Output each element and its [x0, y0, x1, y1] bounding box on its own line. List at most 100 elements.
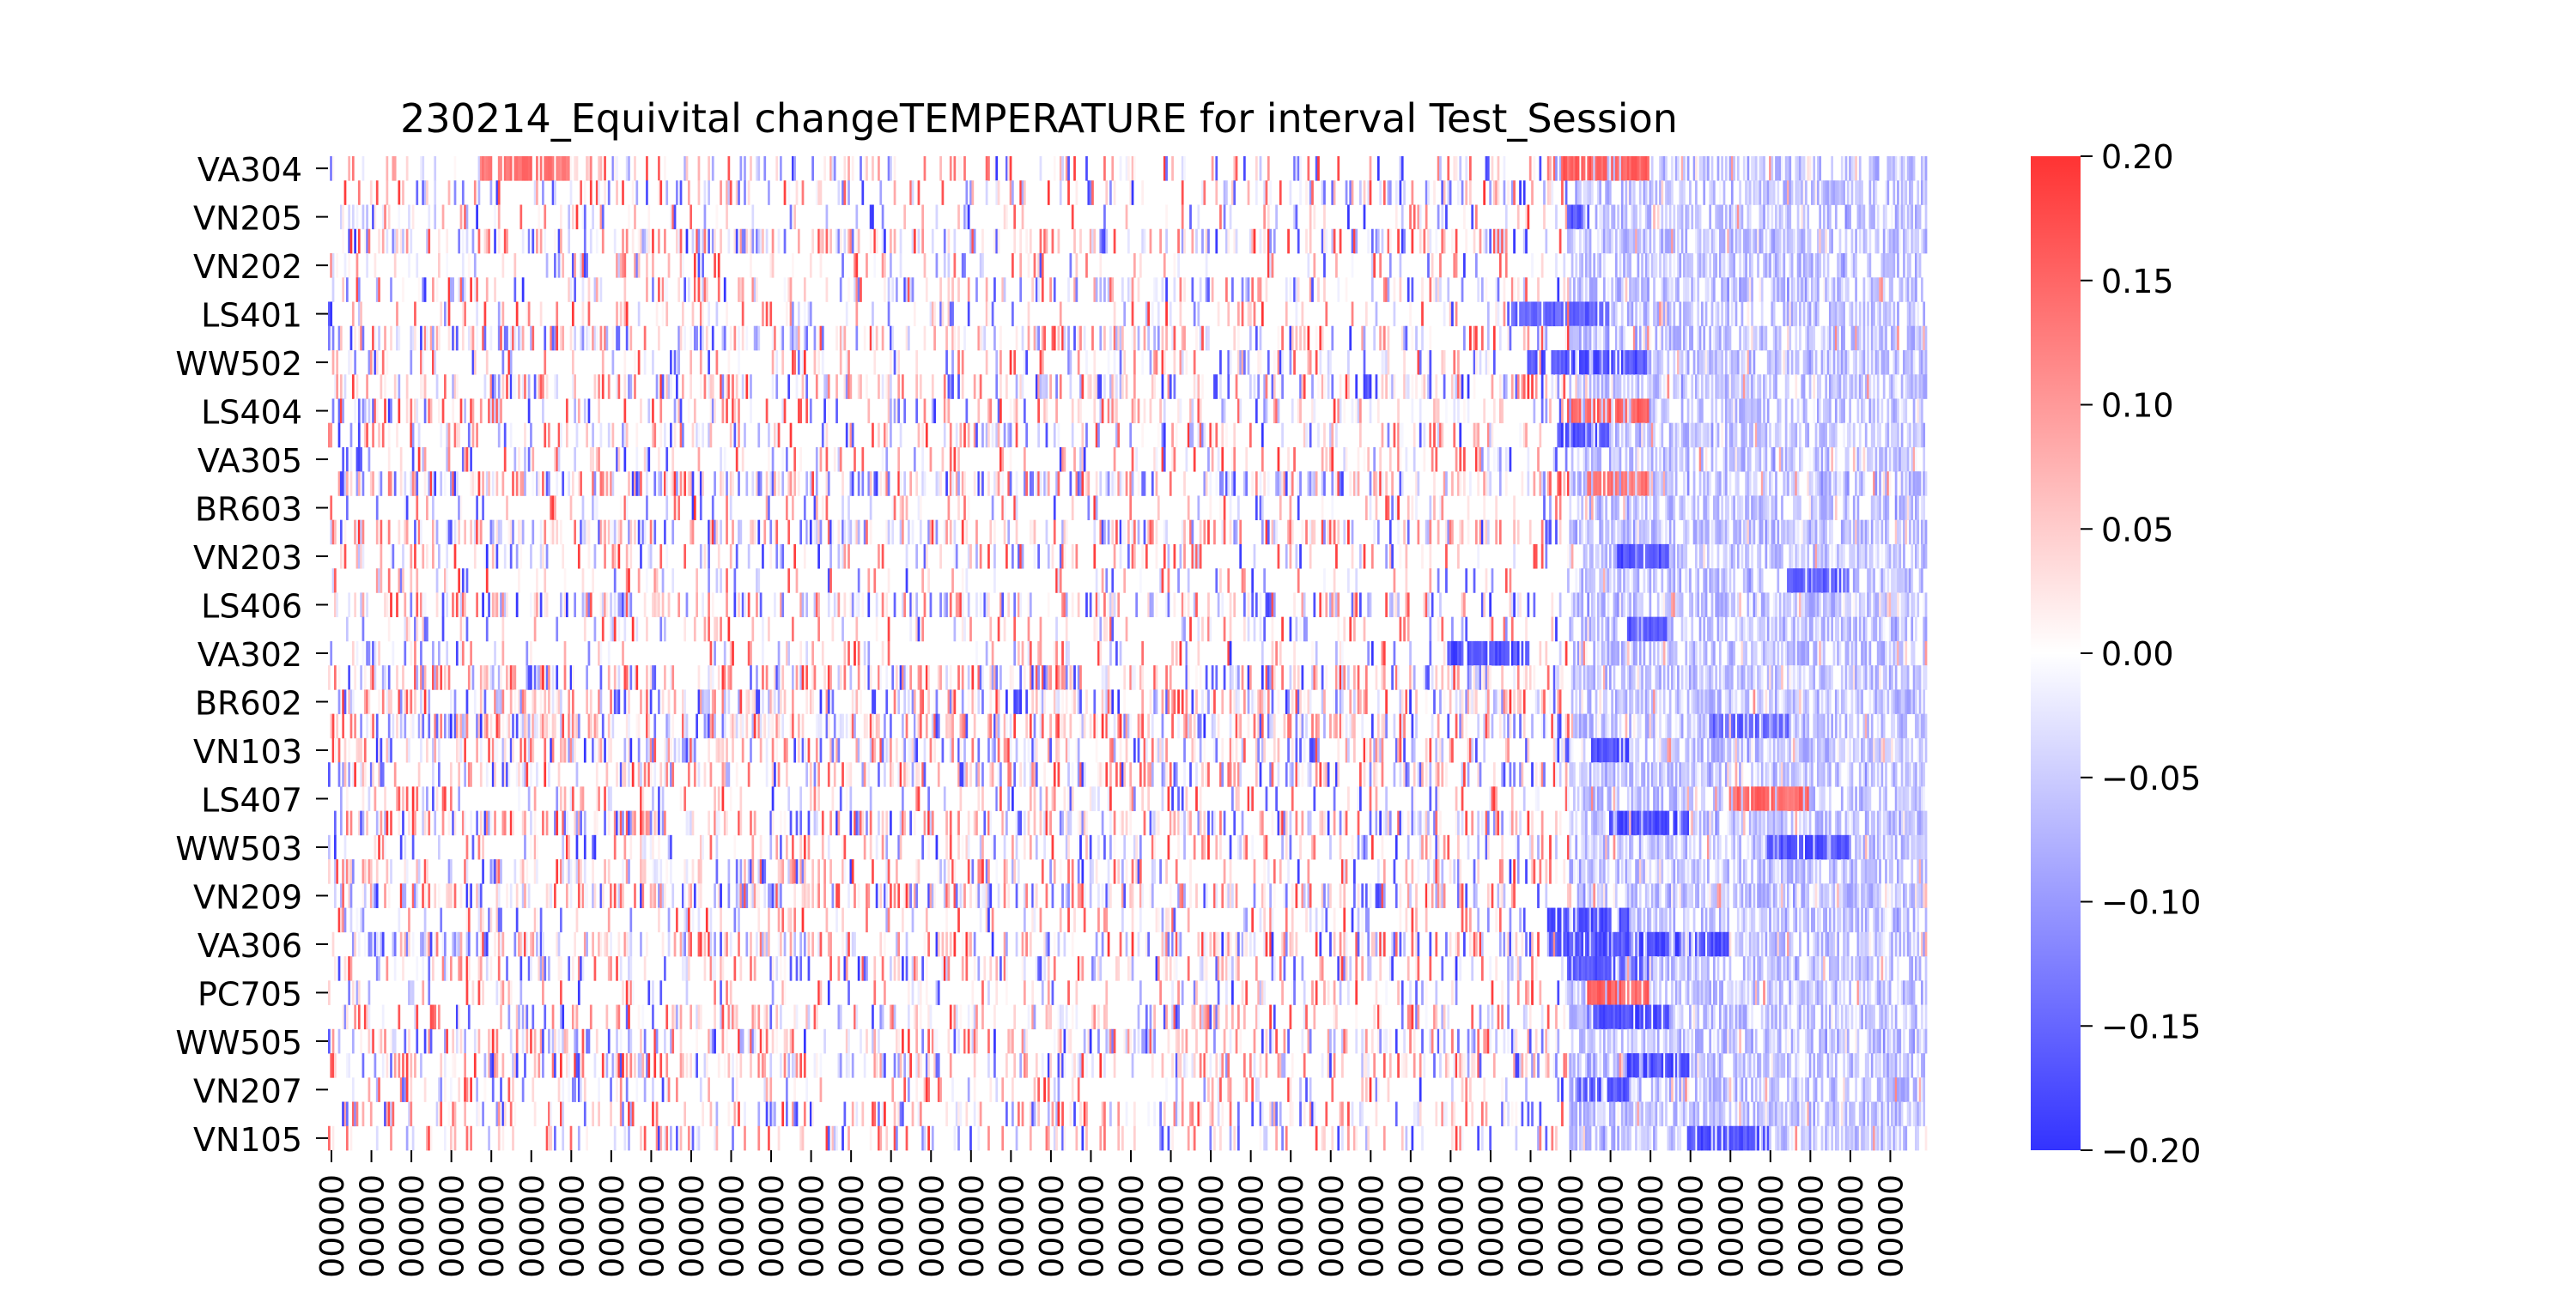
heatmap-cell: [1754, 325, 1758, 351]
heatmap-cell: [1870, 495, 1874, 521]
heatmap-cell: [1706, 422, 1710, 448]
heatmap-cell: [1579, 180, 1582, 205]
heatmap-cell: [1733, 543, 1735, 569]
heatmap-cell: [1491, 422, 1494, 448]
heatmap-cell: [848, 374, 850, 399]
heatmap-cell: [1067, 277, 1070, 302]
heatmap-cell: [458, 277, 461, 302]
heatmap-cell: [568, 277, 571, 302]
heatmap-cell: [1596, 471, 1600, 496]
heatmap-cell: [729, 422, 732, 448]
heatmap-cell: [1906, 349, 1910, 375]
heatmap-cell: [795, 180, 799, 205]
heatmap-cell: [1367, 228, 1370, 254]
heatmap-cell: [1099, 277, 1103, 302]
heatmap-cell: [658, 325, 660, 351]
heatmap-cell: [1655, 252, 1658, 278]
heatmap-cell: [1025, 349, 1029, 375]
heatmap-cell: [629, 374, 633, 399]
heatmap-cell: [1893, 156, 1896, 181]
heatmap-cell: [1891, 422, 1893, 448]
heatmap-cell: [933, 398, 936, 424]
heatmap-cell: [1629, 252, 1631, 278]
heatmap-cell: [1727, 398, 1729, 424]
heatmap-cell: [1527, 325, 1530, 351]
heatmap-cell: [1425, 204, 1428, 230]
heatmap-cell: [1673, 495, 1676, 521]
heatmap-cell: [532, 519, 535, 545]
heatmap-cell: [625, 325, 629, 351]
heatmap-cell: [1765, 471, 1768, 496]
heatmap-cell: [1837, 325, 1839, 351]
heatmap-cell: [1626, 519, 1630, 545]
heatmap-cell: [1650, 252, 1654, 278]
heatmap-cell: [709, 398, 713, 424]
heatmap-cell: [1197, 543, 1200, 569]
heatmap-cell: [1133, 349, 1136, 375]
heatmap-cell: [1229, 349, 1232, 375]
heatmap-cell: [1593, 446, 1596, 472]
heatmap-cell: [665, 495, 669, 521]
heatmap-cell: [1772, 228, 1776, 254]
heatmap-cell: [1721, 519, 1723, 545]
heatmap-cell: [550, 156, 553, 181]
heatmap-cell: [434, 156, 437, 181]
heatmap-cell: [1605, 422, 1607, 448]
heatmap-cell: [1504, 471, 1508, 496]
heatmap-cell: [1799, 325, 1801, 351]
heatmap-cell: [569, 325, 573, 351]
heatmap-cell: [1201, 180, 1204, 205]
heatmap-cell: [1577, 156, 1580, 181]
heatmap-cell: [1721, 301, 1723, 327]
heatmap-cell: [1177, 228, 1180, 254]
heatmap-cell: [1413, 422, 1416, 448]
heatmap-cell: [1265, 180, 1268, 205]
heatmap-cell: [1637, 277, 1640, 302]
heatmap-cell: [945, 349, 948, 375]
heatmap-cell: [1730, 398, 1734, 424]
heatmap-cell: [1680, 204, 1684, 230]
heatmap-cell: [775, 374, 779, 399]
heatmap-cell: [951, 374, 954, 399]
heatmap-cell: [489, 325, 493, 351]
heatmap-cell: [1704, 422, 1708, 448]
heatmap-cell: [1924, 156, 1928, 181]
heatmap-cell: [1834, 204, 1838, 230]
heatmap-cell: [1820, 422, 1824, 448]
heatmap-cell: [1543, 495, 1546, 521]
heatmap-cell: [366, 228, 368, 254]
heatmap-cell: [1783, 180, 1786, 205]
heatmap-cell: [1085, 422, 1088, 448]
heatmap-cell: [1543, 349, 1546, 375]
heatmap-cell: [817, 543, 820, 569]
heatmap-cell: [726, 180, 728, 205]
heatmap-cell: [1602, 471, 1606, 496]
heatmap-cell: [1141, 543, 1145, 569]
heatmap-cell: [1912, 446, 1916, 472]
heatmap-cell: [491, 398, 495, 424]
heatmap-cell: [1037, 325, 1040, 351]
heatmap-cell: [1814, 301, 1818, 327]
heatmap-cell: [1838, 471, 1842, 496]
heatmap-cell: [1674, 325, 1678, 351]
heatmap-cell: [708, 422, 710, 448]
heatmap-cell: [1840, 180, 1844, 205]
heatmap-cell: [1894, 325, 1898, 351]
heatmap-cell: [1647, 374, 1649, 399]
heatmap-cell: [775, 422, 779, 448]
heatmap-cell: [1045, 228, 1048, 254]
heatmap-cell: [1567, 156, 1570, 181]
heatmap-cell: [396, 422, 398, 448]
heatmap-cell: [1807, 543, 1810, 569]
heatmap-cell: [807, 301, 811, 327]
heatmap-cell: [1724, 325, 1728, 351]
heatmap-cell: [1924, 349, 1928, 375]
heatmap-cell: [1759, 325, 1762, 351]
heatmap-cell: [483, 325, 487, 351]
heatmap-cell: [432, 519, 434, 545]
heatmap-cell: [331, 519, 335, 545]
heatmap-cell: [1745, 277, 1747, 302]
heatmap-cell: [1897, 422, 1899, 448]
heatmap-cell: [1850, 228, 1854, 254]
heatmap-cell: [423, 374, 427, 399]
